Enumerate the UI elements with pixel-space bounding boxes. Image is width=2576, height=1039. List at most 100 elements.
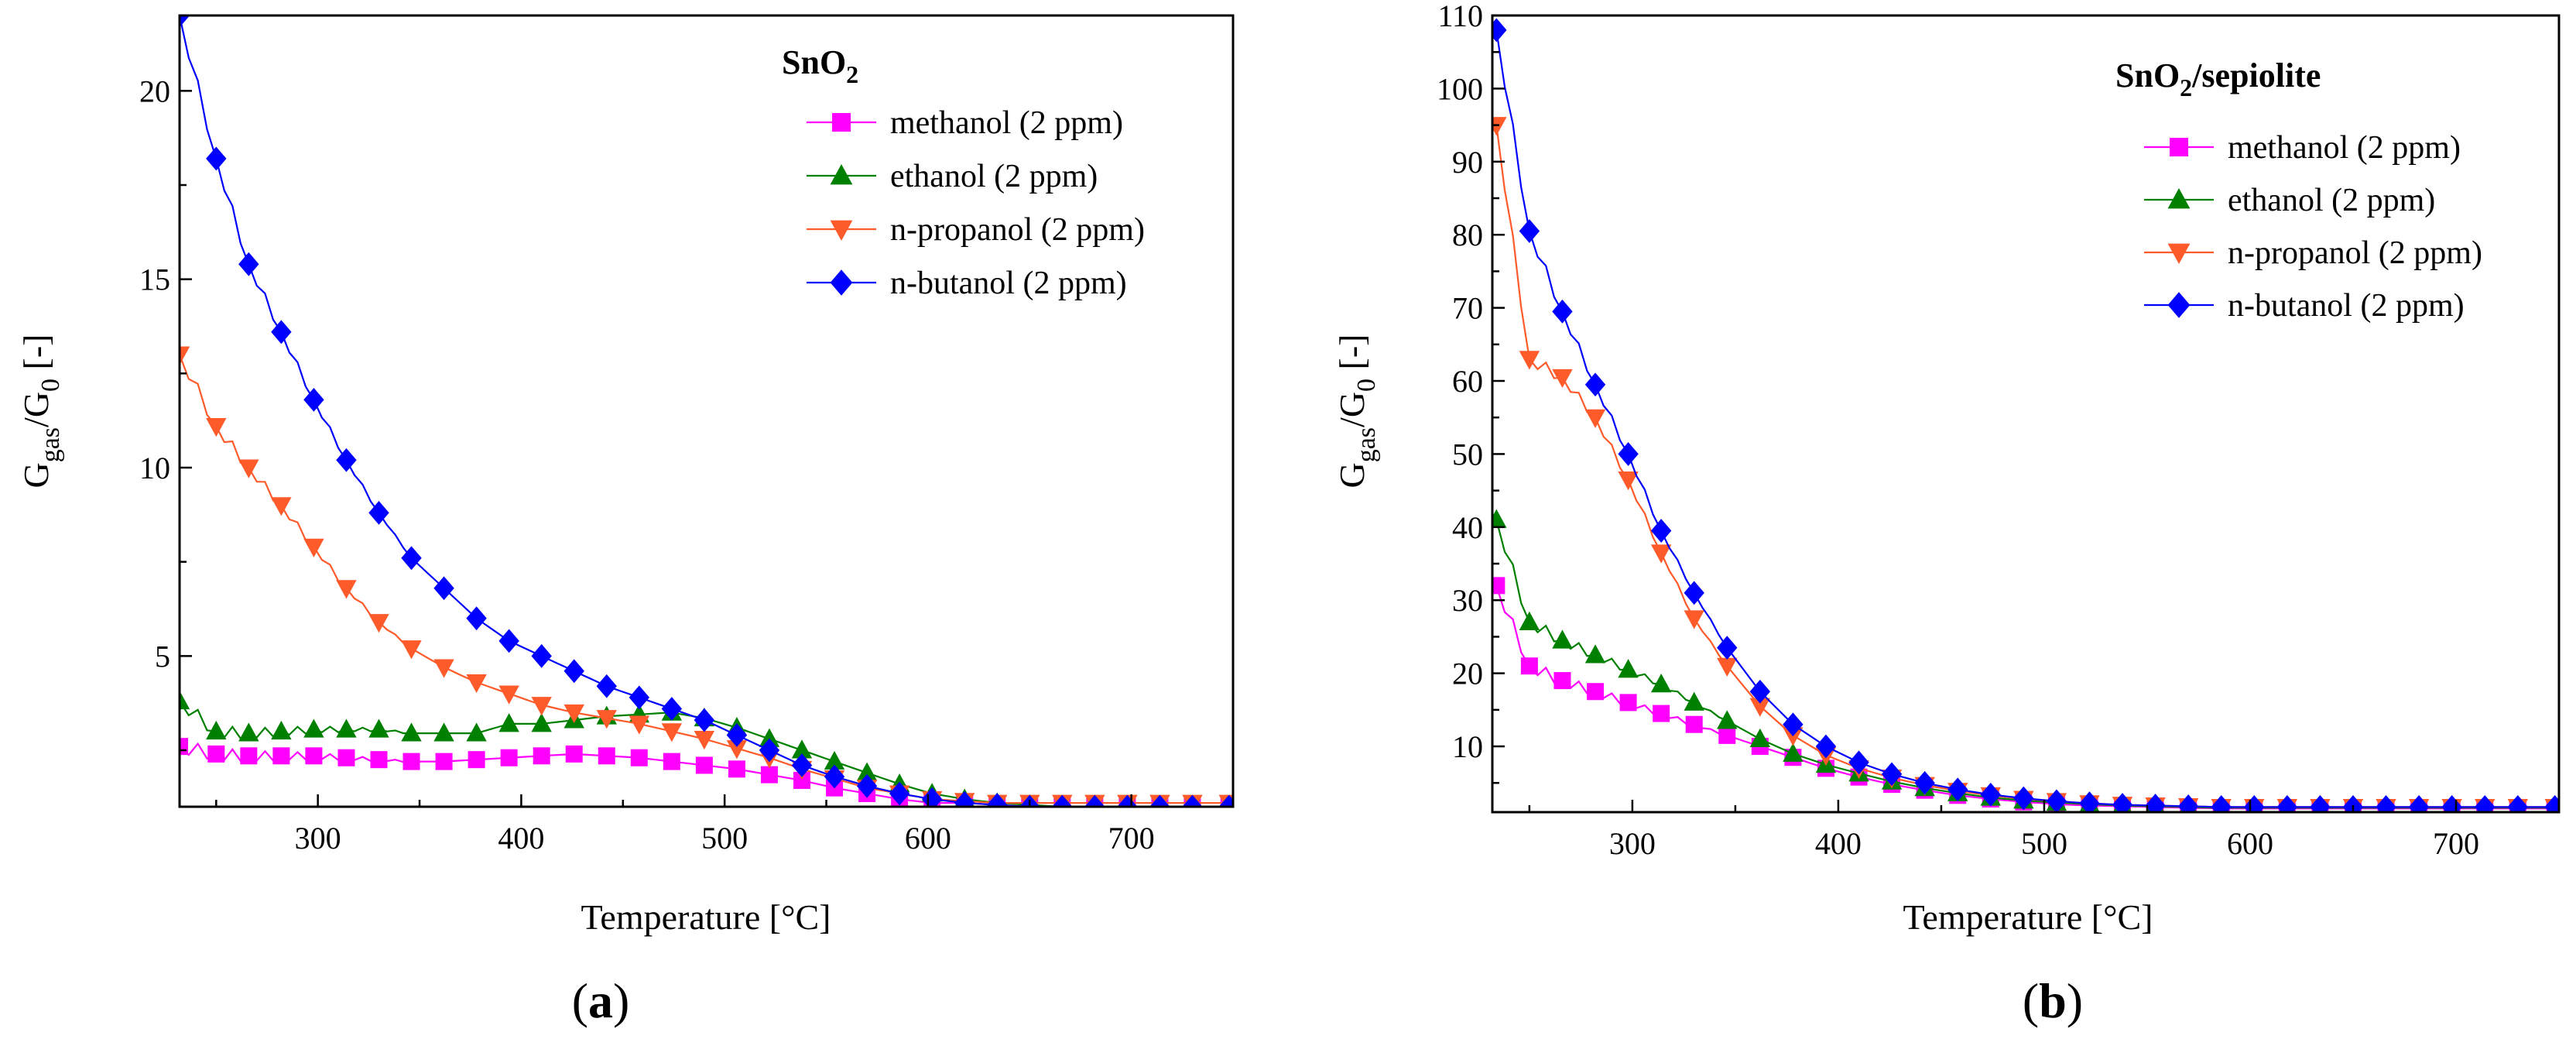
point-1-3 [271,720,292,740]
point-0-11 [533,747,550,765]
x-tick-label: 700 [1108,821,1155,856]
panel-letter: (b) [2023,973,2083,1028]
point-0-6 [370,751,388,769]
point-2-14 [629,715,649,735]
point-2-4 [1618,471,1639,491]
point-3-14 [629,685,649,710]
point-2-15 [661,723,683,742]
point-2-0 [180,346,190,365]
panel-title: SnO2/sepiolite [2115,57,2321,101]
point-3-2 [238,252,259,276]
plot-frame [178,14,1235,808]
point-3-6 [1684,581,1704,605]
legend-label-2: n-propanol (2 ppm) [2228,235,2482,271]
point-0-0 [1492,577,1506,595]
point-0-18 [760,766,778,784]
point-1-9 [466,722,487,742]
point-3-30 [2475,794,2496,812]
point-1-4 [1618,659,1639,678]
panel-title: SnO2 [782,43,858,88]
point-3-19 [791,753,813,777]
point-3-32 [2544,794,2559,812]
y-tick-label: 70 [1452,291,1483,326]
point-2-1 [206,418,227,437]
point-0-4 [305,747,323,765]
point-3-23 [921,787,943,807]
point-3-7 [401,546,422,571]
legend-marker-2 [2167,243,2191,264]
plot-area [180,15,1233,807]
legend-marker-0 [832,113,851,132]
point-3-23 [2244,794,2265,812]
point-3-12 [1881,762,1903,787]
x-axis-title: Temperature [°C] [581,897,831,937]
point-0-4 [1619,694,1637,712]
point-0-13 [598,747,615,765]
plot-frame [1491,14,2561,814]
point-0-3 [272,747,290,765]
point-3-25 [987,793,1008,807]
point-3-20 [824,764,845,789]
point-2-16 [694,730,715,750]
point-0-1 [207,745,225,763]
point-1-2 [238,722,259,742]
y-tick-label: 20 [1452,657,1483,691]
series-line-0 [180,742,1229,807]
point-3-22 [2211,794,2232,812]
y-tick-label: 110 [1437,0,1483,33]
point-1-11 [531,713,552,732]
point-0-14 [630,749,648,766]
point-3-19 [2112,793,2133,812]
point-0-9 [468,751,485,769]
point-2-7 [1717,657,1738,677]
point-3-24 [954,790,975,807]
y-axis-title: Ggas/G0 [-] [1332,334,1381,488]
legend-marker-1 [2167,188,2191,209]
point-3-8 [433,576,454,601]
y-tick-label: 10 [1452,729,1483,764]
point-2-5 [1650,544,1672,564]
plot-area [1492,18,2559,812]
point-1-5 [1650,674,1672,693]
point-3-3 [271,320,292,345]
x-tick-label: 300 [1609,826,1656,861]
y-tick-label: 90 [1452,145,1483,180]
point-3-18 [2079,791,2100,812]
point-3-4 [1618,442,1639,466]
point-3-15 [1980,782,2001,807]
point-1-20 [824,750,845,770]
point-3-27 [1052,794,1073,807]
point-0-2 [1553,672,1571,690]
point-3-8 [1749,679,1771,704]
y-tick-label: 15 [139,262,170,297]
point-3-28 [2408,794,2430,812]
point-1-8 [433,722,454,742]
point-2-10 [498,685,519,705]
point-1-8 [1749,728,1771,748]
point-3-10 [498,629,519,653]
x-tick-label: 600 [2227,826,2273,861]
point-3-16 [2013,786,2034,811]
point-1-1 [206,720,227,740]
point-3-9 [466,606,487,631]
point-2-3 [1584,409,1606,428]
point-1-7 [1717,710,1738,729]
point-1-3 [1584,644,1606,664]
x-tick-label: 500 [2021,826,2067,861]
series-line-0 [1495,585,2555,810]
point-2-7 [401,640,422,660]
point-0-5 [1653,705,1670,722]
point-3-16 [694,708,715,732]
point-3-20 [2145,794,2166,812]
point-2-8 [1749,698,1771,717]
point-3-6 [368,501,389,525]
panel-b: 300 400 500 600 700 10 20 30 40 50 60 70 80 90 100 110 T… [1332,0,2561,1028]
series-line-1 [1495,520,2555,809]
point-3-11 [1848,750,1869,775]
x-tick-label: 700 [2433,826,2479,861]
point-3-17 [726,723,748,747]
point-0-0 [180,738,188,756]
y-tick-label: 80 [1452,218,1483,252]
x-tick-label: 400 [1815,826,1862,861]
legend-label-1: ethanol (2 ppm) [890,159,1098,194]
